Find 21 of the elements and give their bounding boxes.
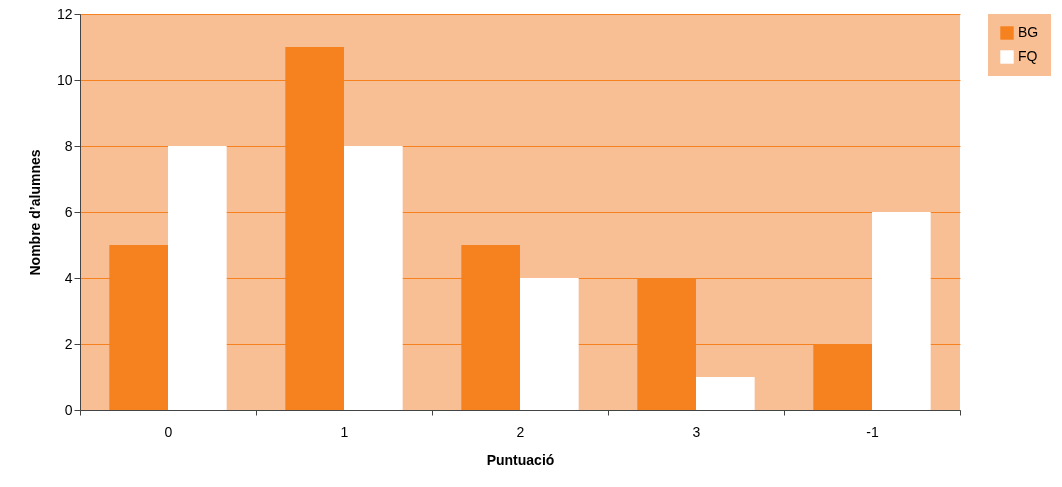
y-tick-label: 4 [64, 269, 73, 286]
x-tick-label: 2 [516, 423, 525, 440]
y-tick-label: 8 [64, 137, 73, 154]
y-axis-title: Nombre d’alumnes [26, 149, 43, 276]
bar [696, 377, 755, 410]
x-tick-label: 1 [340, 423, 349, 440]
x-axis-title: Puntuació [486, 451, 555, 468]
bar [168, 146, 227, 410]
y-tick-label: 2 [64, 335, 73, 352]
x-tick-label: 3 [692, 423, 701, 440]
x-tick-label: -1 [866, 423, 879, 440]
bar [344, 146, 403, 410]
y-tick-label: 12 [56, 5, 73, 22]
x-tick-label: 0 [164, 423, 173, 440]
legend-label: FQ [1018, 48, 1038, 64]
y-tick-label: 6 [64, 203, 73, 220]
bar [520, 278, 579, 410]
y-tick-label: 0 [64, 401, 73, 418]
legend-label: BG [1018, 24, 1039, 40]
y-tick-label: 10 [56, 71, 73, 88]
bar [872, 212, 931, 410]
